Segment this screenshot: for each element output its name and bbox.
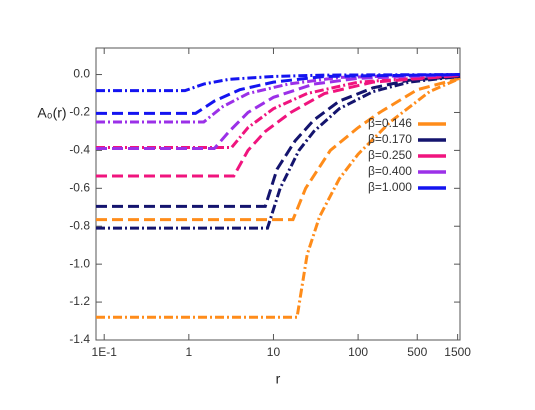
curve [96,73,461,178]
legend-label: β=0.146 [368,116,412,130]
x-tick-label: 500 [407,345,427,359]
legend-label: β=0.170 [368,132,412,146]
curve [96,74,461,230]
y-tick-label: -0.8 [69,218,90,232]
x-tick-label: 1 [185,345,192,359]
y-tick-label: 0.0 [73,67,90,81]
curve [96,74,461,208]
y-axis-title: A₀(r) [37,105,66,121]
curve [96,76,461,319]
curve [96,73,461,124]
curve [96,73,461,150]
legend-label: β=1.000 [368,180,412,194]
curve [96,73,461,93]
x-tick-label: 1500 [444,345,471,359]
legend-label: β=0.250 [368,148,412,162]
x-tick-label: 100 [348,345,368,359]
x-axis-title: r [276,371,281,387]
curve [96,76,461,222]
y-tick-label: -1.0 [69,256,90,270]
y-tick-label: -1.4 [69,332,90,346]
x-tick-label: 10 [267,345,281,359]
x-tick-label: 1E-1 [92,345,118,359]
legend-label: β=0.400 [368,164,412,178]
plot-frame [95,47,461,341]
y-tick-label: -0.2 [69,105,90,119]
y-tick-label: -0.6 [69,180,90,194]
curve [96,73,461,150]
curve [96,73,461,115]
y-tick-label: -0.4 [69,143,90,157]
y-tick-label: -1.2 [69,294,90,308]
